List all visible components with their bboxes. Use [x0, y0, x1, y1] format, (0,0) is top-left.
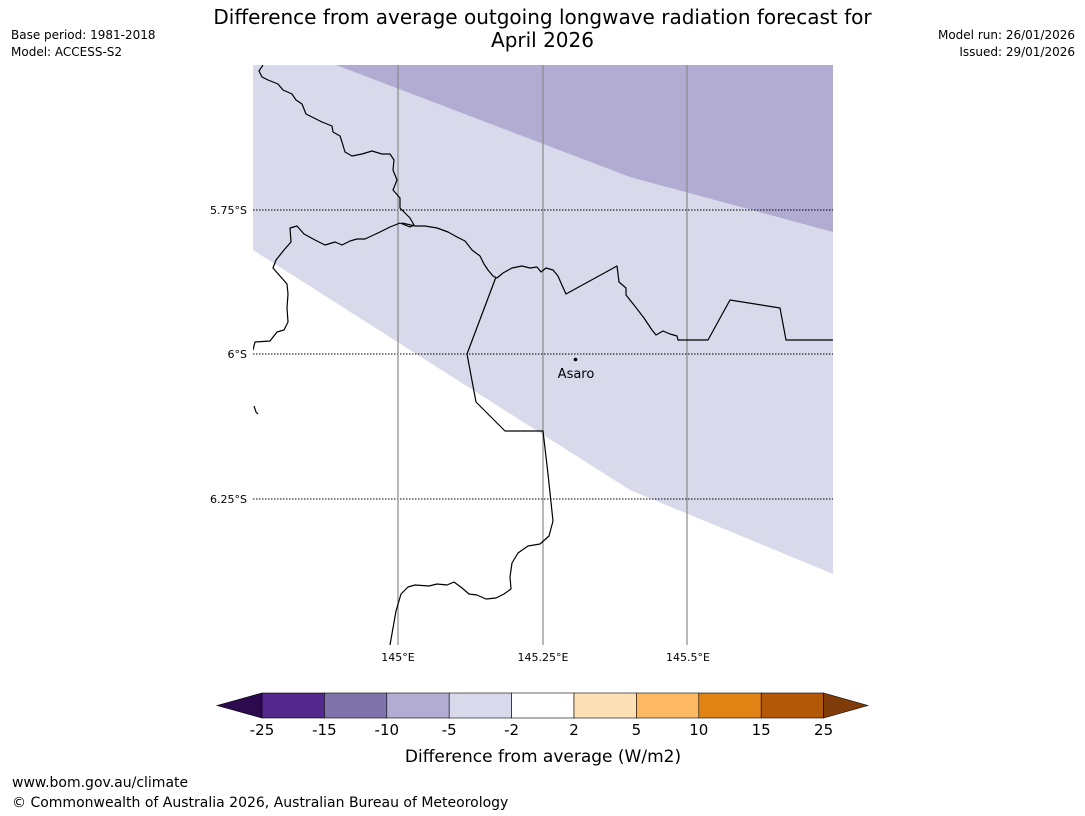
footer-website: www.bom.gov.au/climate	[12, 775, 189, 791]
lat-label-5-75s: 5.75°S	[210, 204, 247, 217]
colorbar-tick-label: 10	[689, 721, 708, 739]
model-name: Model: ACCESS-S2	[11, 45, 123, 59]
colorbar-segment	[511, 692, 575, 719]
lon-label-145e: 145°E	[381, 651, 414, 664]
coastline-north	[253, 65, 415, 351]
coastline-island-edge	[253, 405, 259, 415]
anomaly-band-medium	[336, 65, 833, 232]
colorbar-tick-label: -10	[375, 721, 400, 739]
colorbar-segment	[386, 692, 450, 719]
colorbar-over-arrow	[823, 692, 870, 719]
asaro-label: Asaro	[558, 367, 595, 382]
title-line-1: Difference from average outgoing longwav…	[213, 5, 872, 29]
district-border-west	[389, 276, 554, 645]
colorbar-segment	[573, 692, 637, 719]
colorbar-tick-label: -2	[504, 721, 519, 739]
colorbar-tick-label: -25	[250, 721, 275, 739]
asaro-marker	[573, 357, 578, 362]
colorbar-tick-label: 5	[632, 721, 642, 739]
colorbar-segment	[636, 692, 700, 719]
lat-label-6-25s: 6.25°S	[210, 493, 247, 506]
colorbar-tick-label: -5	[442, 721, 457, 739]
lat-label-6s: 6°S	[228, 348, 247, 361]
chart-title: Difference from average outgoing longwav…	[180, 6, 905, 52]
colorbar-segments	[215, 692, 870, 719]
title-line-2: April 2026	[491, 28, 594, 52]
province-border	[401, 222, 833, 341]
colorbar-tick-label: -15	[312, 721, 337, 739]
colorbar-segment	[760, 692, 824, 719]
coastline	[253, 65, 833, 645]
model-run: Model run: 26/01/2026	[937, 28, 1075, 42]
colorbar-segment	[698, 692, 762, 719]
colorbar-under-arrow	[215, 692, 263, 719]
colorbar-segment	[448, 692, 512, 719]
colorbar-segment	[261, 692, 325, 719]
footer-copyright: © Commonwealth of Australia 2026, Austra…	[12, 795, 509, 811]
lon-label-145-5e: 145.5°E	[666, 651, 710, 664]
meta-left: Base period: 1981-2018 Model: ACCESS-S2	[11, 27, 156, 61]
longitude-gridlines	[397, 65, 688, 645]
latitude-gridlines	[253, 209, 833, 500]
colorbar-tick-label: 25	[814, 721, 833, 739]
lon-label-145-25e: 145.25°E	[518, 651, 569, 664]
colorbar-tick-label: 2	[569, 721, 579, 739]
meta-right: Model run: 26/01/2026 Issued: 29/01/2026	[938, 27, 1075, 61]
map: Asaro 5.75°S 6°S 6.25°S 145°E 145.25°E 1…	[210, 65, 833, 664]
colorbar-tick-label: 15	[752, 721, 771, 739]
base-period: Base period: 1981-2018	[11, 28, 156, 42]
issued-date: Issued: 29/01/2026	[959, 45, 1075, 59]
colorbar-tick-labels: -25 -15 -10 -5 -2 2 5 10 15 25	[250, 721, 833, 739]
colorbar-title: Difference from average (W/m2)	[405, 747, 681, 767]
colorbar-segment	[324, 692, 388, 719]
